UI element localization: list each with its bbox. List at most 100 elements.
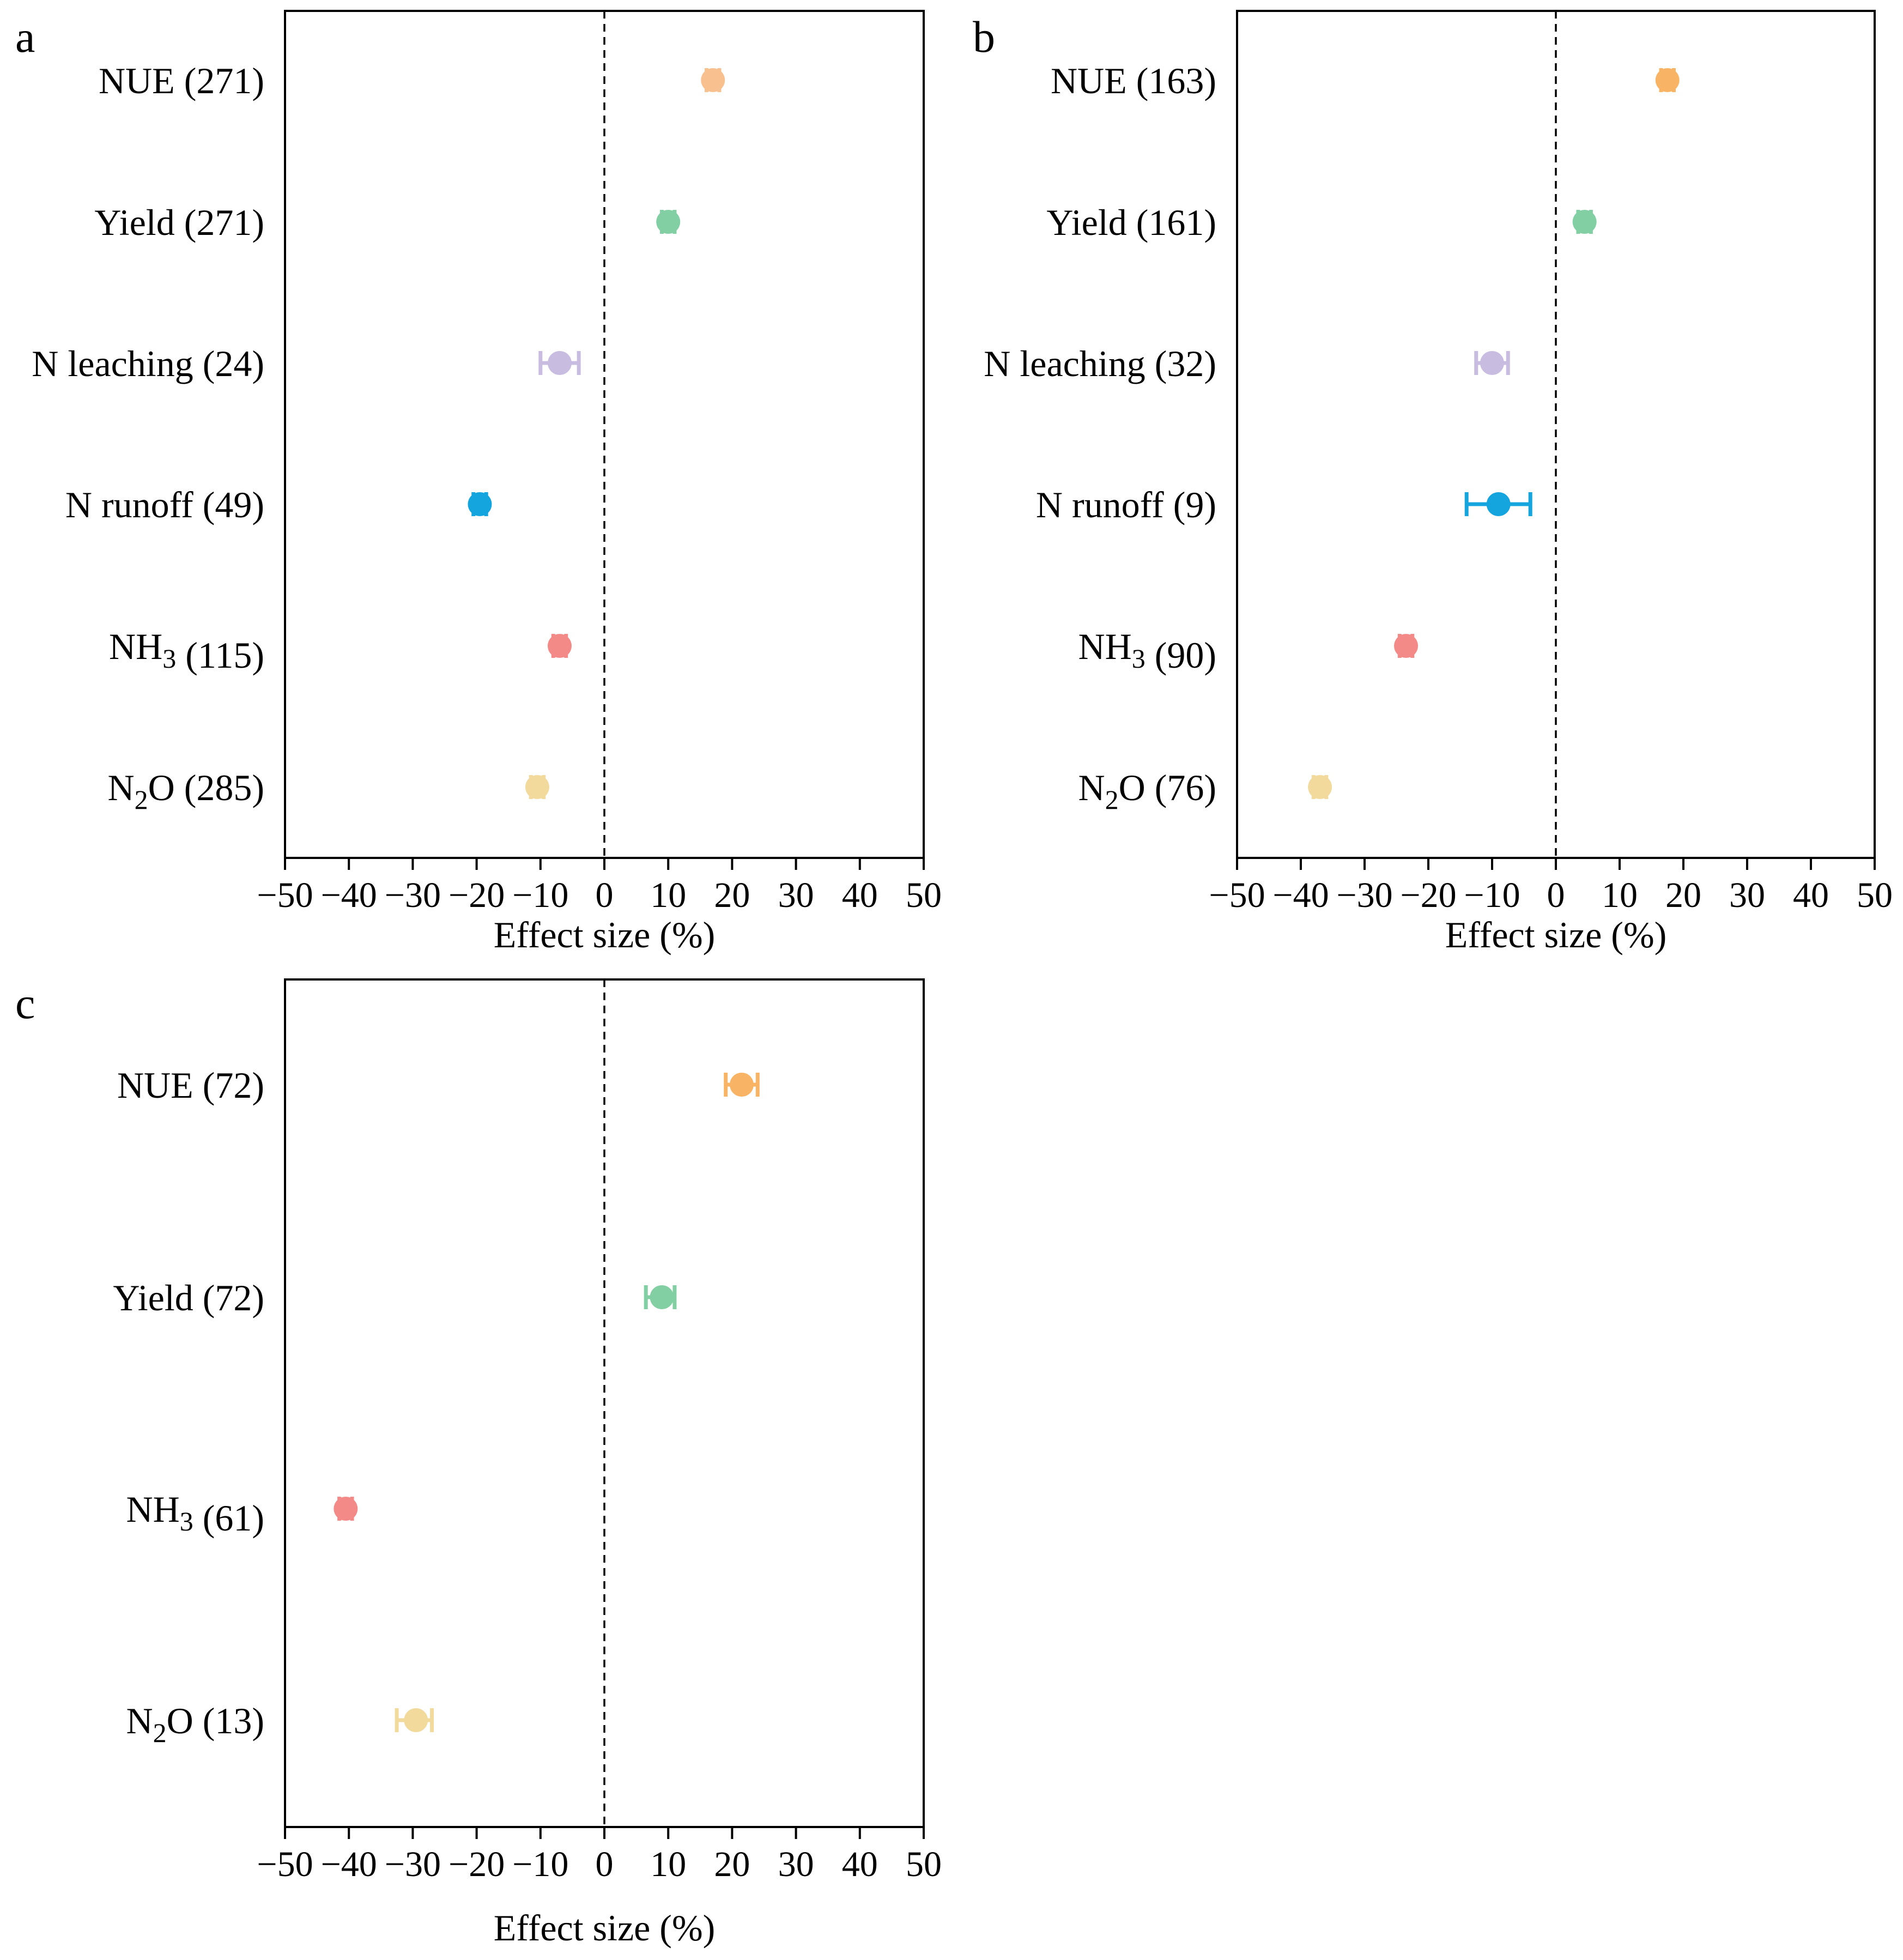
category-name: NH (1078, 626, 1131, 667)
x-tick-label: −50 (1209, 875, 1265, 915)
x-tick-label: −40 (321, 875, 377, 915)
sample-size: (285) (175, 767, 264, 808)
category-label: NH3 (115) (109, 626, 264, 676)
x-tick-label: 40 (842, 875, 878, 915)
effect-point (1486, 492, 1511, 516)
category-name: N runoff (65, 484, 193, 525)
x-tick-label: −40 (1272, 875, 1329, 915)
category-name: NUE (1051, 60, 1127, 101)
x-tick-label: 10 (650, 875, 686, 915)
category-label: N leaching (24) (32, 343, 264, 384)
x-tick-label: −20 (449, 1844, 505, 1884)
x-tick-label: 20 (1665, 875, 1701, 915)
x-tick-label: 0 (596, 875, 614, 915)
category-label: NUE (163) (1051, 60, 1216, 101)
x-tick-label: 0 (596, 1844, 614, 1884)
x-tick-label: 40 (842, 1844, 878, 1884)
sample-size: (115) (176, 634, 264, 676)
category-name: N runoff (1036, 484, 1164, 525)
effect-point (701, 68, 725, 92)
sample-size: (163) (1127, 60, 1216, 101)
effect-point (525, 775, 549, 799)
x-tick-label: −30 (385, 875, 441, 915)
x-tick-label: 10 (650, 1844, 686, 1884)
category-name: N leaching (32, 343, 193, 384)
x-tick-label: 30 (1729, 875, 1765, 915)
x-tick-label: 20 (714, 875, 750, 915)
panel-b: b −50 −40 −30 −20 −10 0 10 20 30 40 50 Effect size (… (973, 10, 1893, 955)
sample-size: (72) (193, 1277, 264, 1318)
sample-size: (76) (1146, 767, 1216, 808)
category-subscript: 2 (153, 1717, 167, 1748)
x-tick-label: 10 (1602, 875, 1638, 915)
effect-point (547, 351, 572, 375)
panel-a: a −50 −40 −30 −20 −10 0 10 20 30 40 50 Effect size (… (15, 10, 942, 955)
panel-letter: b (973, 12, 995, 62)
x-tick-label: 20 (714, 1844, 750, 1884)
sample-size: (9) (1164, 484, 1216, 525)
category-label: NUE (271) (99, 60, 264, 101)
effect-point (1655, 68, 1680, 92)
sample-size: (161) (1127, 202, 1216, 243)
x-tick-label: −10 (512, 875, 568, 915)
category-label: NH3 (90) (1078, 626, 1216, 676)
category-subscript: 2 (135, 784, 148, 815)
category-label: N runoff (49) (65, 484, 264, 525)
effect-point (1480, 351, 1504, 375)
x-tick-label: 40 (1793, 875, 1829, 915)
category-name: N (126, 1700, 153, 1741)
sample-size: (72) (193, 1064, 264, 1106)
category-label: N2O (13) (126, 1700, 264, 1748)
sample-size: (24) (193, 343, 264, 384)
sample-size: (32) (1146, 343, 1216, 384)
panel-letter: c (15, 978, 35, 1028)
x-axis-label: Effect size (%) (494, 1907, 716, 1949)
category-name: NH (109, 626, 162, 667)
sample-size: (271) (175, 202, 264, 243)
category-name: N leaching (984, 343, 1145, 384)
category-label: Yield (72) (113, 1277, 264, 1318)
x-tick-label: 30 (778, 1844, 814, 1884)
category-label: NH3 (61) (126, 1489, 264, 1539)
effect-point (547, 634, 572, 658)
category-subscript: 3 (1132, 643, 1146, 674)
x-tick-label: −50 (257, 1844, 313, 1884)
category-subscript: 3 (162, 643, 176, 674)
x-tick-label: 0 (1547, 875, 1565, 915)
x-tick-label: −10 (512, 1844, 568, 1884)
x-tick-label: −40 (321, 1844, 377, 1884)
sample-size: (271) (175, 60, 264, 101)
x-tick-label: −30 (1336, 875, 1392, 915)
category-label: N2O (76) (1078, 767, 1216, 815)
sample-size: (49) (193, 484, 264, 525)
category-name: NH (126, 1489, 179, 1530)
panel-c: c −50 −40 −30 −20 −10 0 10 20 30 40 50 Effect size (… (15, 978, 942, 1949)
sample-size: (61) (193, 1497, 264, 1539)
effect-point (468, 492, 492, 516)
x-tick-label: −30 (385, 1844, 441, 1884)
x-axis-label: Effect size (%) (1445, 914, 1667, 955)
x-tick-label: 50 (1857, 875, 1893, 915)
x-axis-label: Effect size (%) (494, 914, 716, 955)
category-name: Yield (94, 202, 174, 243)
category-suffix: O (1119, 767, 1146, 808)
sample-size: (90) (1146, 634, 1216, 676)
x-tick-label: −10 (1464, 875, 1520, 915)
x-tick-label: −50 (257, 875, 313, 915)
category-name: NUE (117, 1064, 193, 1106)
effect-point (334, 1497, 358, 1521)
effect-point (1394, 634, 1419, 658)
effect-point (656, 210, 681, 234)
category-subscript: 3 (180, 1506, 193, 1536)
category-suffix: O (148, 767, 175, 808)
x-tick-label: −20 (449, 875, 505, 915)
x-tick-label: 50 (906, 1844, 942, 1884)
panel-letter: a (15, 12, 35, 62)
category-name: Yield (113, 1277, 193, 1318)
effect-point (729, 1073, 754, 1097)
effect-point (1572, 210, 1597, 234)
category-name: Yield (1046, 202, 1126, 243)
category-suffix: O (167, 1700, 193, 1741)
category-name: NUE (99, 60, 175, 101)
